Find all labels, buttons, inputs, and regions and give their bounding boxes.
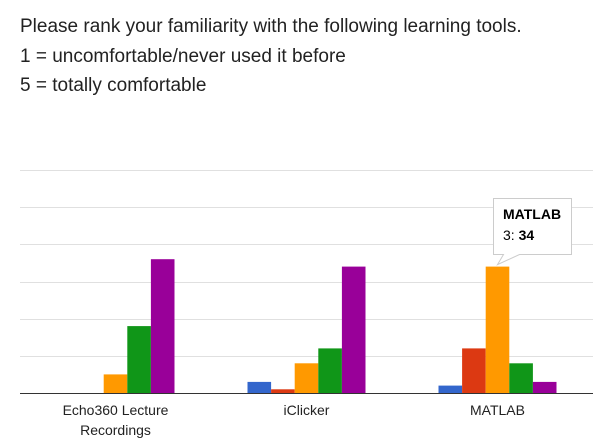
- tooltip-entry: 3: 34: [503, 227, 534, 243]
- category-label: Echo360 Lecture Recordings: [63, 402, 169, 438]
- question-line-2: 1 = uncomfortable/never used it before: [20, 45, 346, 67]
- tooltip-value: 34: [519, 227, 535, 243]
- question-line-1: Please rank your familiarity with the fo…: [20, 16, 522, 37]
- tooltip-series: 3:: [503, 227, 519, 243]
- bar[interactable]: [532, 381, 557, 393]
- bar[interactable]: [438, 385, 463, 393]
- bar[interactable]: [127, 326, 151, 393]
- category-labels: Echo360 Lecture Recordings iClicker MATLAB: [63, 402, 525, 438]
- bar[interactable]: [509, 363, 533, 393]
- tooltip: MATLAB 3: 34: [493, 198, 572, 266]
- bar[interactable]: [271, 389, 295, 393]
- bar[interactable]: [247, 381, 272, 393]
- bar[interactable]: [150, 259, 175, 393]
- category-label: MATLAB: [470, 402, 525, 418]
- bar[interactable]: [485, 266, 510, 393]
- bar[interactable]: [318, 348, 342, 393]
- question-text: Please rank your familiarity with the fo…: [20, 12, 585, 101]
- bar[interactable]: [103, 374, 128, 393]
- tooltip-box: [493, 198, 572, 266]
- bar[interactable]: [462, 348, 486, 393]
- bar[interactable]: [341, 266, 366, 393]
- bars: [103, 259, 557, 393]
- bar[interactable]: [294, 363, 319, 393]
- question-line-3: 5 = totally comfortable: [20, 75, 207, 96]
- category-label: iClicker: [284, 402, 330, 418]
- tooltip-category: MATLAB: [503, 206, 561, 222]
